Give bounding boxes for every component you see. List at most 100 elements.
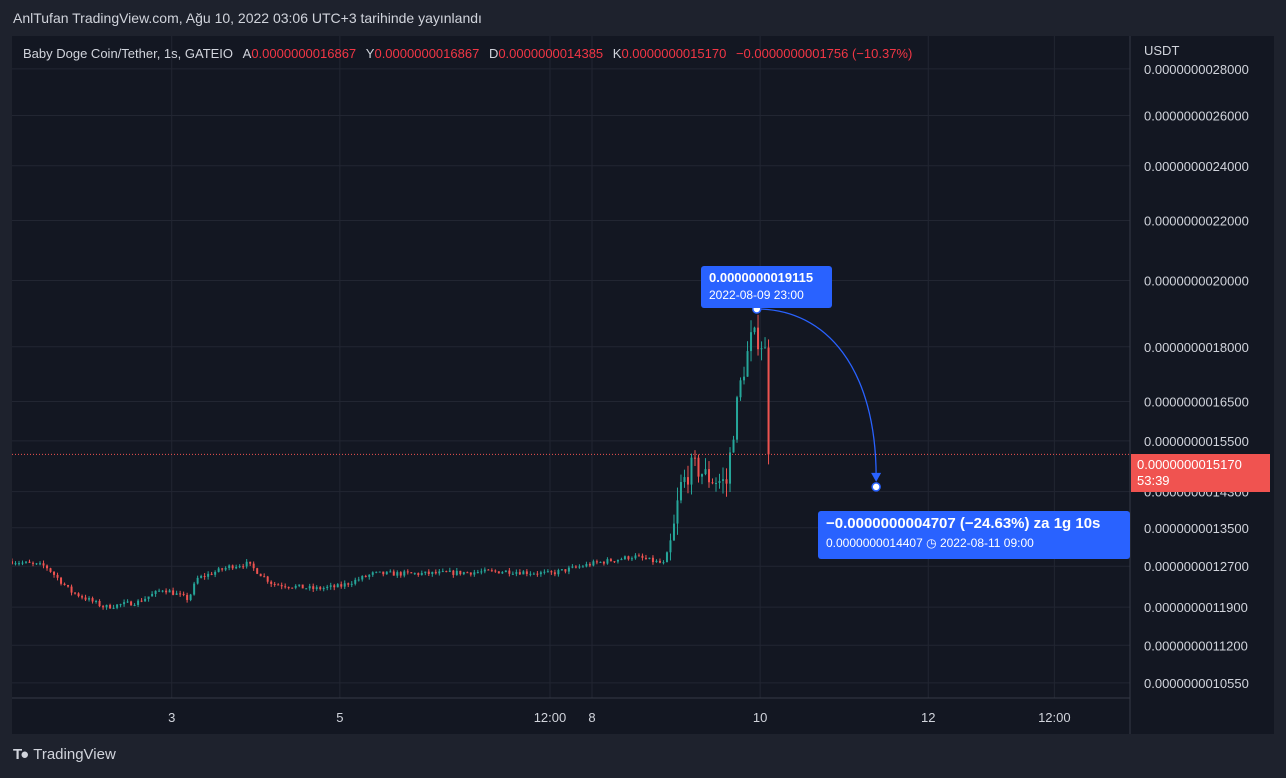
candles <box>12 314 770 610</box>
price-tick-label: 0.0000000022000 <box>1144 214 1249 229</box>
close-value: 0.0000000015170 <box>621 46 727 61</box>
last-price-tag: 0.0000000015170 53:39 <box>1131 454 1270 492</box>
chart-pane[interactable]: USDT 0.0000000028000 0.0000000026000 0.000… <box>12 36 1274 734</box>
time-tick-label: 12:00 <box>534 710 567 725</box>
candle-body <box>445 571 448 573</box>
candle-body <box>25 561 28 563</box>
candle-body <box>357 579 360 581</box>
candle-body <box>602 561 605 564</box>
candle-body <box>361 576 364 580</box>
candle-body <box>291 587 294 589</box>
change-callout[interactable]: −0.0000000004707 (−24.63%) za 1g 10s 0.0… <box>818 511 1130 559</box>
candle-body <box>620 559 623 561</box>
candle-body <box>21 562 24 564</box>
candle-body <box>424 571 427 574</box>
candle-body <box>235 566 238 569</box>
candle-body <box>729 452 732 484</box>
candle-body <box>662 562 665 564</box>
candle-body <box>672 523 675 541</box>
candle-body <box>196 577 199 584</box>
candle-body <box>515 572 518 574</box>
candle-body <box>480 571 483 573</box>
last-price: 0.0000000015170 <box>1137 457 1242 472</box>
candle-body <box>473 572 476 575</box>
candle-body <box>753 327 756 333</box>
high-value: 0.0000000016867 <box>374 46 480 61</box>
candle-body <box>56 574 59 578</box>
grid-lines <box>12 36 1130 698</box>
candle-body <box>105 604 108 608</box>
candle-body <box>560 569 563 571</box>
price-chart[interactable]: USDT 0.00000000280000.00000000260000.000… <box>12 36 1274 734</box>
candle-body <box>487 569 490 571</box>
tradingview-brand[interactable]: T● TradingView <box>13 746 116 763</box>
candle-body <box>88 598 91 600</box>
candle-body <box>448 570 451 572</box>
candle-body <box>326 586 329 589</box>
time-tick-label: 12 <box>921 710 935 725</box>
candle-body <box>406 571 409 573</box>
candle-body <box>543 571 546 573</box>
candle-body <box>151 593 154 597</box>
candle-body <box>452 570 455 575</box>
candle-body <box>165 590 168 593</box>
candle-body <box>669 540 672 553</box>
candle-body <box>329 585 332 587</box>
candle-body <box>403 571 406 576</box>
candle-body <box>389 571 392 573</box>
candle-body <box>574 566 577 568</box>
candle-body <box>49 568 52 572</box>
candle-body <box>501 572 504 574</box>
high-callout-date: 2022-08-09 23:00 <box>709 288 804 302</box>
candle-body <box>599 561 602 563</box>
candle-body <box>767 347 770 455</box>
candle-body <box>483 569 486 572</box>
candle-body <box>35 563 38 565</box>
candle-body <box>588 564 591 566</box>
candle-body <box>676 500 679 524</box>
candle-body <box>189 594 192 600</box>
candle-body <box>746 351 749 377</box>
candle-body <box>564 569 567 572</box>
candle-body <box>567 567 570 572</box>
candle-body <box>371 572 374 575</box>
currency-label: USDT <box>1144 43 1179 58</box>
candle-body <box>613 561 616 563</box>
price-tick-label: 0.0000000011900 <box>1144 600 1248 615</box>
open-value: 0.0000000016867 <box>251 46 357 61</box>
candle-body <box>147 596 150 599</box>
price-tick-label: 0.0000000015500 <box>1144 434 1249 449</box>
price-tick-label: 0.0000000013500 <box>1144 521 1249 536</box>
candle-body <box>91 598 94 602</box>
candle-body <box>704 469 707 475</box>
candle-body <box>284 586 287 588</box>
candle-body <box>609 559 612 562</box>
candle-body <box>441 571 444 573</box>
candle-body <box>182 593 185 595</box>
candle-body <box>172 590 175 595</box>
ohlc-legend: Baby Doge Coin/Tether, 1s, GATEIO A0.000… <box>23 46 912 61</box>
candle-body <box>581 566 584 568</box>
time-tick-label: 10 <box>753 710 767 725</box>
price-tick-label: 0.0000000028000 <box>1144 62 1249 77</box>
candle-body <box>231 565 234 569</box>
price-tick-label: 0.0000000018000 <box>1144 340 1249 355</box>
candle-body <box>340 584 343 587</box>
candle-body <box>144 598 147 602</box>
candle-body <box>126 601 129 603</box>
high-callout[interactable]: 0.0000000019115 2022-08-09 23:00 <box>701 266 832 308</box>
candle-body <box>693 457 696 459</box>
candle-body <box>427 571 430 575</box>
candle-body <box>161 590 164 592</box>
candle-body <box>546 571 549 573</box>
candle-body <box>266 576 269 582</box>
candle-body <box>686 477 689 485</box>
projection-point-marker <box>871 482 881 492</box>
price-tick-label: 0.0000000016500 <box>1144 395 1249 410</box>
price-axis: 0.0000000028000 0.0000000026000 0.00000000… <box>1144 62 1249 691</box>
candle-body <box>375 571 378 573</box>
price-tick-label: 0.0000000020000 <box>1144 274 1249 289</box>
candle-body <box>116 604 119 608</box>
high-callout-price: 0.0000000019115 <box>709 270 814 285</box>
candle-body <box>630 558 633 560</box>
